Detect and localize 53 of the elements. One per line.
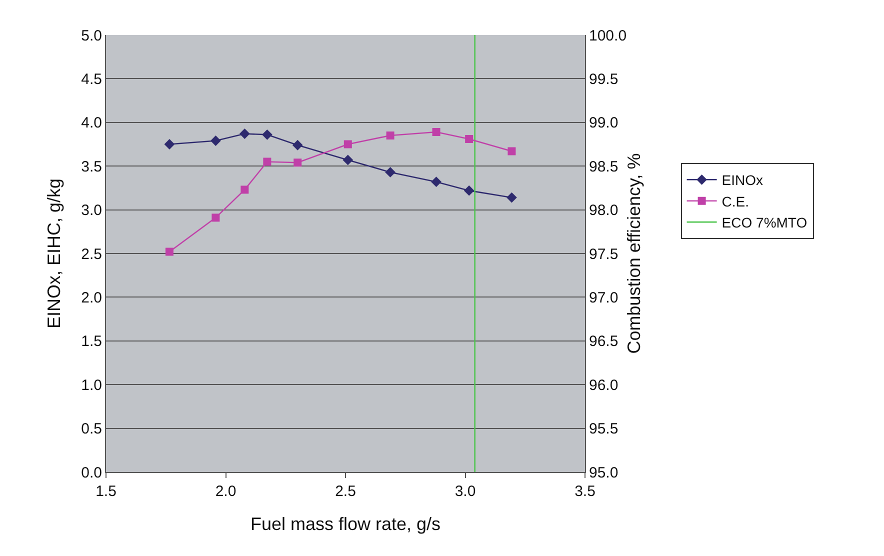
y2-tick-label: 98.5 (589, 158, 618, 176)
point (240, 186, 249, 194)
x-tick-label: 2.0 (215, 483, 236, 500)
point (386, 132, 394, 140)
point (506, 192, 517, 203)
y-tick-label: 2.5 (81, 246, 102, 263)
legend-label: C.E. (722, 193, 750, 210)
y2-tick-label: 99.5 (589, 70, 618, 88)
y2-tick-label: 96.0 (589, 376, 618, 394)
y-tick-label: 3.5 (81, 158, 102, 176)
y2-tick-label: 95.5 (589, 420, 618, 438)
y-tick-label: 3.0 (81, 202, 102, 220)
y-axis-title: EINOx, EIHC, g/kg (44, 178, 64, 329)
point (464, 185, 474, 196)
y-tick-label: 1.5 (81, 333, 102, 350)
point (262, 129, 272, 140)
y-tick-label: 1.0 (81, 376, 102, 394)
point (294, 158, 302, 167)
y2-tick-label: 99.0 (589, 114, 618, 132)
y2-tick-label: 95.0 (589, 464, 618, 482)
y2-tick-label: 98.0 (589, 202, 618, 220)
point (431, 176, 442, 188)
x-tick-label: 2.5 (335, 483, 356, 500)
x-tick-label: 3.5 (574, 483, 596, 500)
y2-tick-label: 97.5 (589, 246, 618, 263)
point (212, 214, 220, 222)
y2-axis-title: Combustion efficiency, % (624, 153, 644, 354)
point (342, 154, 354, 166)
y-tick-label: 4.5 (81, 70, 102, 88)
legend-label: EINOx (722, 172, 764, 188)
y-tick-label: 0.5 (81, 420, 102, 438)
x-axis-title: Fuel mass flow rate, g/s (250, 514, 441, 534)
point (263, 158, 272, 166)
y2-tick-label: 100.0 (589, 27, 627, 44)
point (344, 140, 352, 148)
x-tick-label: 3.0 (454, 483, 476, 500)
point (292, 140, 303, 150)
point (465, 135, 474, 144)
legend-label: ECO 7%MTO (722, 214, 808, 231)
x-tick-label: 1.5 (96, 483, 116, 500)
y-tick-label: 4.0 (81, 114, 102, 132)
y2-tick-label: 96.5 (589, 333, 618, 350)
point (508, 147, 516, 156)
y-tick-label: 2.0 (81, 289, 102, 306)
y-tick-label: 0.0 (81, 464, 102, 482)
point (239, 128, 250, 139)
point (385, 167, 396, 178)
point (432, 128, 440, 136)
y-tick-label: 5.0 (81, 27, 102, 44)
point (210, 136, 221, 146)
point (164, 139, 175, 150)
y2-tick-label: 97.0 (589, 289, 618, 306)
point (165, 248, 174, 256)
